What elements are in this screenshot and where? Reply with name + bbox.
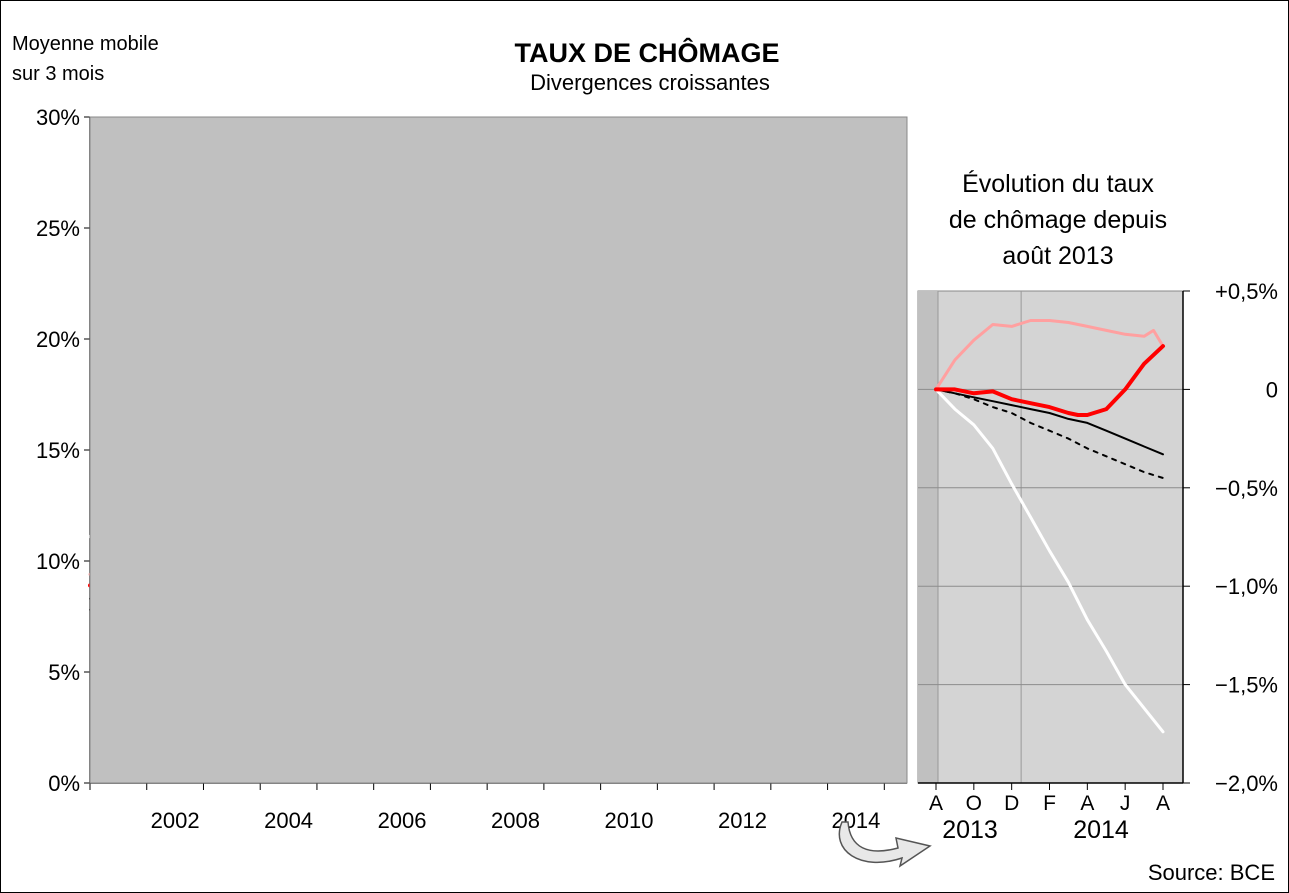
inset-series-lines xyxy=(934,319,1165,734)
inset-y-tick-label: −2,0% xyxy=(1215,771,1278,796)
curved-arrow-icon xyxy=(838,821,932,868)
inset-series-line-allemagne xyxy=(935,388,1164,456)
x-tick-label: 2010 xyxy=(605,808,654,833)
y-tick-label: 30% xyxy=(36,105,80,130)
inset-y-tick-label: −1,5% xyxy=(1215,673,1278,698)
inset-title-line2: de chômage depuis xyxy=(949,206,1167,234)
inset-chart: Évolution du taux de chômage depuis août… xyxy=(917,169,1278,844)
inset-y-tick-label: +0,5% xyxy=(1215,279,1278,304)
inset-series-line-france xyxy=(934,344,1165,417)
y-tick-label: 5% xyxy=(48,660,80,685)
inset-series-line-italie xyxy=(934,319,1165,391)
x-tick-label: 2006 xyxy=(378,808,427,833)
x-tick-label: 2012 xyxy=(718,808,767,833)
main-plot-bg xyxy=(89,116,908,784)
inset-x-tick-label: F xyxy=(1043,792,1056,815)
x-tick-label: 2014 xyxy=(831,808,880,833)
y-tick-label: 20% xyxy=(36,327,80,352)
y-tick-label: 25% xyxy=(36,216,80,241)
inset-y-tick-label: −1,0% xyxy=(1215,574,1278,599)
chart-title: TAUX DE CHÔMAGE xyxy=(514,37,779,68)
x-tick-label: 2008 xyxy=(491,808,540,833)
inset-y-axis: +0,5% 0 −0,5% −1,0% −1,5% −2,0% xyxy=(1182,279,1278,796)
main-y-axis: 0% 5% 10% 15% 20% 25% 30% xyxy=(36,105,91,796)
note-line1: Moyenne mobile xyxy=(12,33,159,55)
inset-title-line1: Évolution du taux xyxy=(962,169,1154,198)
inset-x-tick-label: A xyxy=(1080,792,1094,815)
y-tick-label: 10% xyxy=(36,549,80,574)
inset-title-line3: août 2013 xyxy=(1002,242,1113,270)
inset-series-line-zone-euro xyxy=(935,388,1164,479)
inset-series-line-espagne xyxy=(934,387,1165,734)
source-label: Source: BCE xyxy=(1148,860,1275,885)
main-chart: 0% 5% 10% 15% 20% 25% 30% 2002 2004 2006 2008 2010… xyxy=(36,105,908,833)
inset-base-month xyxy=(918,291,938,783)
chart-subtitle: Divergences croissantes xyxy=(530,70,770,95)
inset-x-tick-label: D xyxy=(1004,792,1019,815)
inset-gridlines xyxy=(918,291,1183,783)
note-line2: sur 3 mois xyxy=(12,63,104,85)
inset-x-tick-label: J xyxy=(1120,792,1131,815)
main-x-axis: 2002 2004 2006 2008 2010 2012 2014 xyxy=(89,782,907,833)
inset-x-tick-label: O xyxy=(966,792,982,815)
inset-year-label-2013: 2013 xyxy=(942,816,998,844)
x-tick-label: 2002 xyxy=(151,808,200,833)
y-tick-label: 15% xyxy=(36,438,80,463)
inset-x-tick-label: A xyxy=(1156,792,1170,815)
inset-y-tick-label: −0,5% xyxy=(1215,476,1278,501)
x-tick-label: 2004 xyxy=(264,808,313,833)
inset-year-label-2014: 2014 xyxy=(1073,816,1129,844)
inset-y-tick-label: 0 xyxy=(1266,377,1278,402)
inset-x-tick-label: A xyxy=(929,792,943,815)
y-tick-label: 0% xyxy=(48,771,80,796)
